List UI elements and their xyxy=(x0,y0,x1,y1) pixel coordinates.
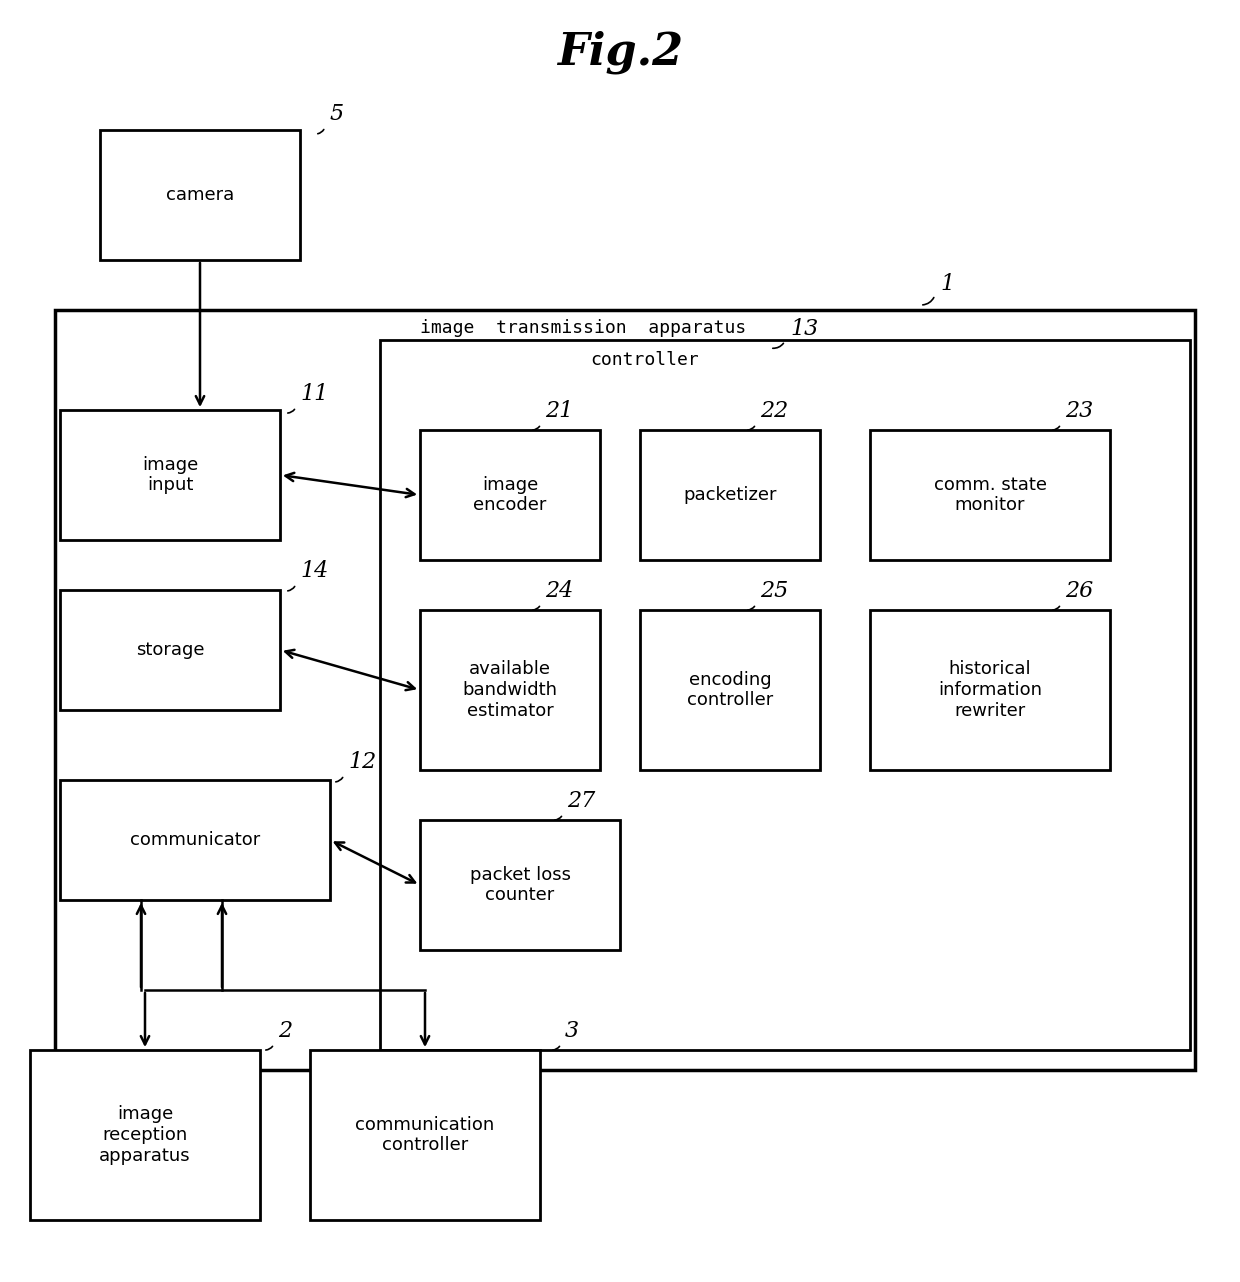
Text: comm. state
monitor: comm. state monitor xyxy=(934,476,1047,514)
Text: 25: 25 xyxy=(760,579,789,603)
Text: 27: 27 xyxy=(567,790,595,812)
Text: image
encoder: image encoder xyxy=(474,476,547,514)
Bar xyxy=(30,1050,260,1220)
Text: 11: 11 xyxy=(300,383,329,405)
Text: packet loss
counter: packet loss counter xyxy=(470,865,570,904)
Bar xyxy=(310,1050,539,1220)
Text: 13: 13 xyxy=(790,318,818,340)
Bar xyxy=(420,610,600,770)
Text: 22: 22 xyxy=(760,400,789,422)
Bar xyxy=(640,429,820,560)
Text: storage: storage xyxy=(135,641,205,659)
Bar xyxy=(640,610,820,770)
Text: Fig.2: Fig.2 xyxy=(557,31,683,74)
Text: controller: controller xyxy=(590,351,699,369)
Text: communicator: communicator xyxy=(130,831,260,849)
Text: camera: camera xyxy=(166,186,234,204)
Text: encoding
controller: encoding controller xyxy=(687,670,773,709)
Bar xyxy=(60,590,280,710)
Text: 5: 5 xyxy=(330,103,345,126)
Text: 2: 2 xyxy=(278,1020,293,1042)
Text: image  transmission  apparatus: image transmission apparatus xyxy=(420,319,746,337)
Text: 21: 21 xyxy=(546,400,573,422)
Text: communication
controller: communication controller xyxy=(356,1115,495,1154)
Text: available
bandwidth
estimator: available bandwidth estimator xyxy=(463,660,558,719)
Text: 23: 23 xyxy=(1065,400,1094,422)
Bar xyxy=(420,429,600,560)
Text: 1: 1 xyxy=(940,273,954,295)
Text: 12: 12 xyxy=(348,751,376,773)
Text: 26: 26 xyxy=(1065,579,1094,603)
Text: packetizer: packetizer xyxy=(683,486,776,504)
Bar xyxy=(60,779,330,900)
Bar xyxy=(100,129,300,260)
Text: historical
information
rewriter: historical information rewriter xyxy=(937,660,1042,719)
Bar xyxy=(870,610,1110,770)
Text: 14: 14 xyxy=(300,560,329,582)
Bar xyxy=(55,310,1195,1070)
Bar xyxy=(379,340,1190,1050)
Bar xyxy=(870,429,1110,560)
Text: image
input: image input xyxy=(141,455,198,495)
Bar xyxy=(60,410,280,540)
Bar xyxy=(420,820,620,950)
Text: 3: 3 xyxy=(565,1020,579,1042)
Text: image
reception
apparatus: image reception apparatus xyxy=(99,1105,191,1165)
Text: 24: 24 xyxy=(546,579,573,603)
